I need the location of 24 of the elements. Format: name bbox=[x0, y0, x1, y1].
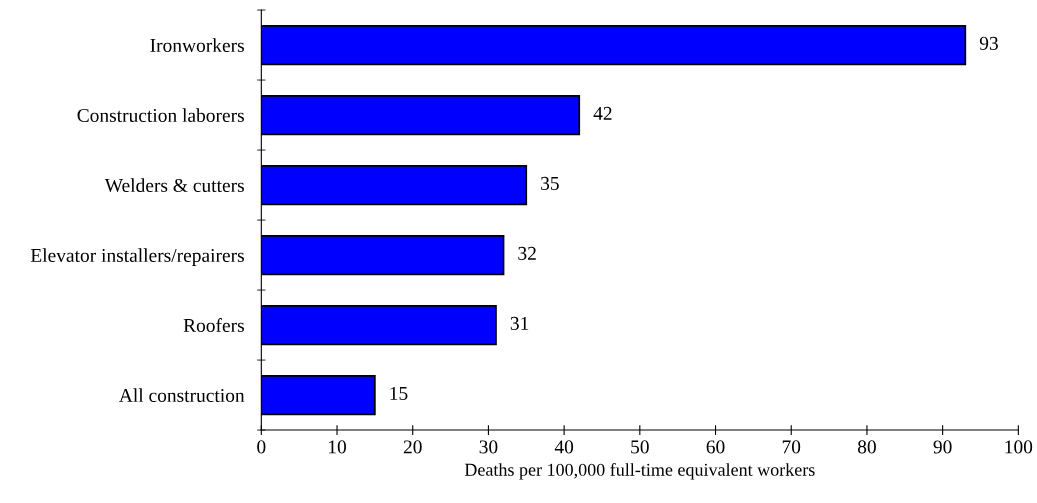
x-tick-label: 30 bbox=[479, 440, 498, 454]
x-tick-label: 60 bbox=[706, 440, 725, 454]
x-tick-label: 40 bbox=[554, 440, 574, 454]
y-tick-label: Elevator installers/repairers bbox=[30, 248, 244, 266]
x-tick-label: 100 bbox=[1005, 440, 1033, 454]
y-tick-label: Roofers bbox=[183, 318, 244, 332]
data-label: 93 bbox=[979, 36, 998, 50]
data-label: 42 bbox=[593, 106, 612, 120]
x-tick-label: 70 bbox=[782, 440, 801, 454]
data-label: 35 bbox=[541, 176, 559, 190]
x-tick-label: 20 bbox=[403, 440, 422, 454]
x-tick-label: 80 bbox=[857, 440, 876, 454]
data-label: 31 bbox=[510, 316, 529, 330]
x-tick-label: 90 bbox=[933, 440, 952, 454]
x-tick-label: 10 bbox=[329, 440, 347, 454]
y-tick-label: Ironworkers bbox=[150, 38, 244, 52]
y-tick-label: Construction laborers bbox=[77, 108, 244, 122]
x-tick-label: 0 bbox=[257, 440, 266, 454]
data-label: 32 bbox=[518, 246, 536, 260]
data-label: 15 bbox=[390, 386, 408, 400]
x-tick-label: 50 bbox=[631, 440, 649, 454]
x-axis-title: Deaths per 100,000 full-time equivalent workers bbox=[464, 462, 815, 480]
y-tick-label: All construction bbox=[119, 388, 245, 402]
y-tick-label: Welders & cutters bbox=[104, 178, 244, 193]
